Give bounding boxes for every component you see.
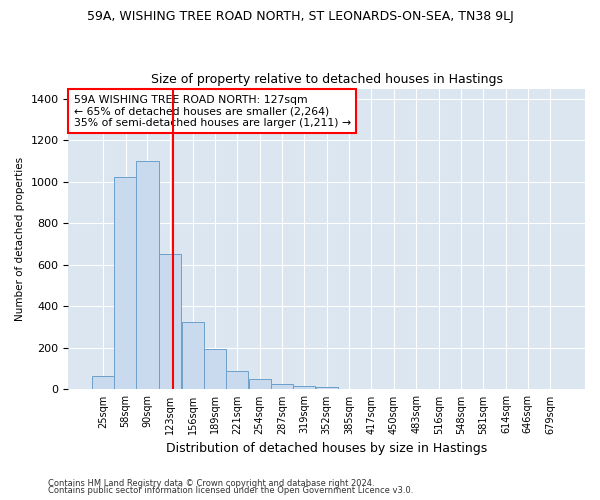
- X-axis label: Distribution of detached houses by size in Hastings: Distribution of detached houses by size …: [166, 442, 487, 455]
- Bar: [248, 379, 271, 390]
- Bar: [136, 161, 158, 390]
- Bar: [271, 384, 293, 390]
- Bar: [92, 376, 114, 390]
- Bar: [293, 386, 315, 390]
- Text: 59A, WISHING TREE ROAD NORTH, ST LEONARDS-ON-SEA, TN38 9LJ: 59A, WISHING TREE ROAD NORTH, ST LEONARD…: [86, 10, 514, 23]
- Bar: [159, 254, 181, 390]
- Bar: [182, 322, 204, 390]
- Bar: [204, 349, 226, 390]
- Text: Contains public sector information licensed under the Open Government Licence v3: Contains public sector information licen…: [48, 486, 413, 495]
- Text: 59A WISHING TREE ROAD NORTH: 127sqm
← 65% of detached houses are smaller (2,264): 59A WISHING TREE ROAD NORTH: 127sqm ← 65…: [74, 94, 350, 128]
- Y-axis label: Number of detached properties: Number of detached properties: [15, 157, 25, 321]
- Bar: [316, 388, 338, 390]
- Bar: [226, 371, 248, 390]
- Text: Contains HM Land Registry data © Crown copyright and database right 2024.: Contains HM Land Registry data © Crown c…: [48, 478, 374, 488]
- Title: Size of property relative to detached houses in Hastings: Size of property relative to detached ho…: [151, 73, 503, 86]
- Bar: [115, 176, 137, 390]
